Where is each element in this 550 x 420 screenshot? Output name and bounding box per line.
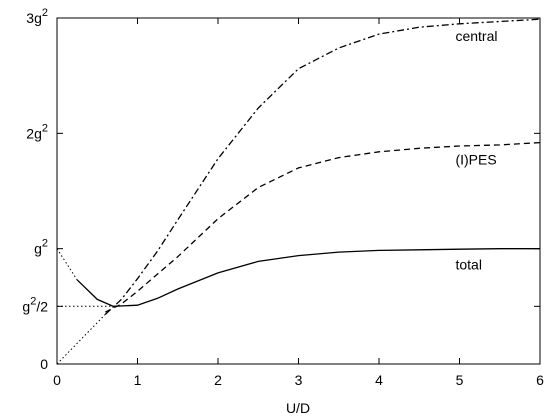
y-axis-ticks: 0 g2/2 g2 2g2 3g2 xyxy=(22,7,540,372)
plot-frame xyxy=(56,17,541,365)
series-labels: central (I)PES total xyxy=(455,28,497,272)
x-tick-label: 4 xyxy=(375,372,383,388)
y-tick-label: 3g2 xyxy=(26,7,48,26)
x-tick-label: 1 xyxy=(134,372,142,388)
series-label-central: central xyxy=(455,28,497,44)
x-axis-title: U/D xyxy=(286,400,310,416)
series-lines xyxy=(76,18,541,315)
series-label-ipes: (I)PES xyxy=(455,151,496,167)
series-label-total: total xyxy=(455,256,481,272)
y-tick-label: 2g2 xyxy=(26,122,48,141)
x-tick-label: 0 xyxy=(53,372,61,388)
x-tick-label: 5 xyxy=(456,372,464,388)
series-line-ipes xyxy=(105,141,541,313)
x-axis-ticks: 0 1 2 3 4 5 6 xyxy=(53,18,544,388)
y-tick-label: 0 xyxy=(40,356,48,372)
guide-lines xyxy=(56,248,114,365)
series-line-central xyxy=(104,18,541,315)
x-tick-label: 6 xyxy=(536,372,544,388)
x-tick-label: 3 xyxy=(295,372,303,388)
y-tick-label: g2/2 xyxy=(22,295,48,314)
guide-line-0 xyxy=(56,248,78,281)
y-tick-label: g2 xyxy=(34,238,48,257)
guide-line-1 xyxy=(56,314,106,365)
series-line-total xyxy=(76,248,540,307)
x-tick-label: 2 xyxy=(214,372,222,388)
